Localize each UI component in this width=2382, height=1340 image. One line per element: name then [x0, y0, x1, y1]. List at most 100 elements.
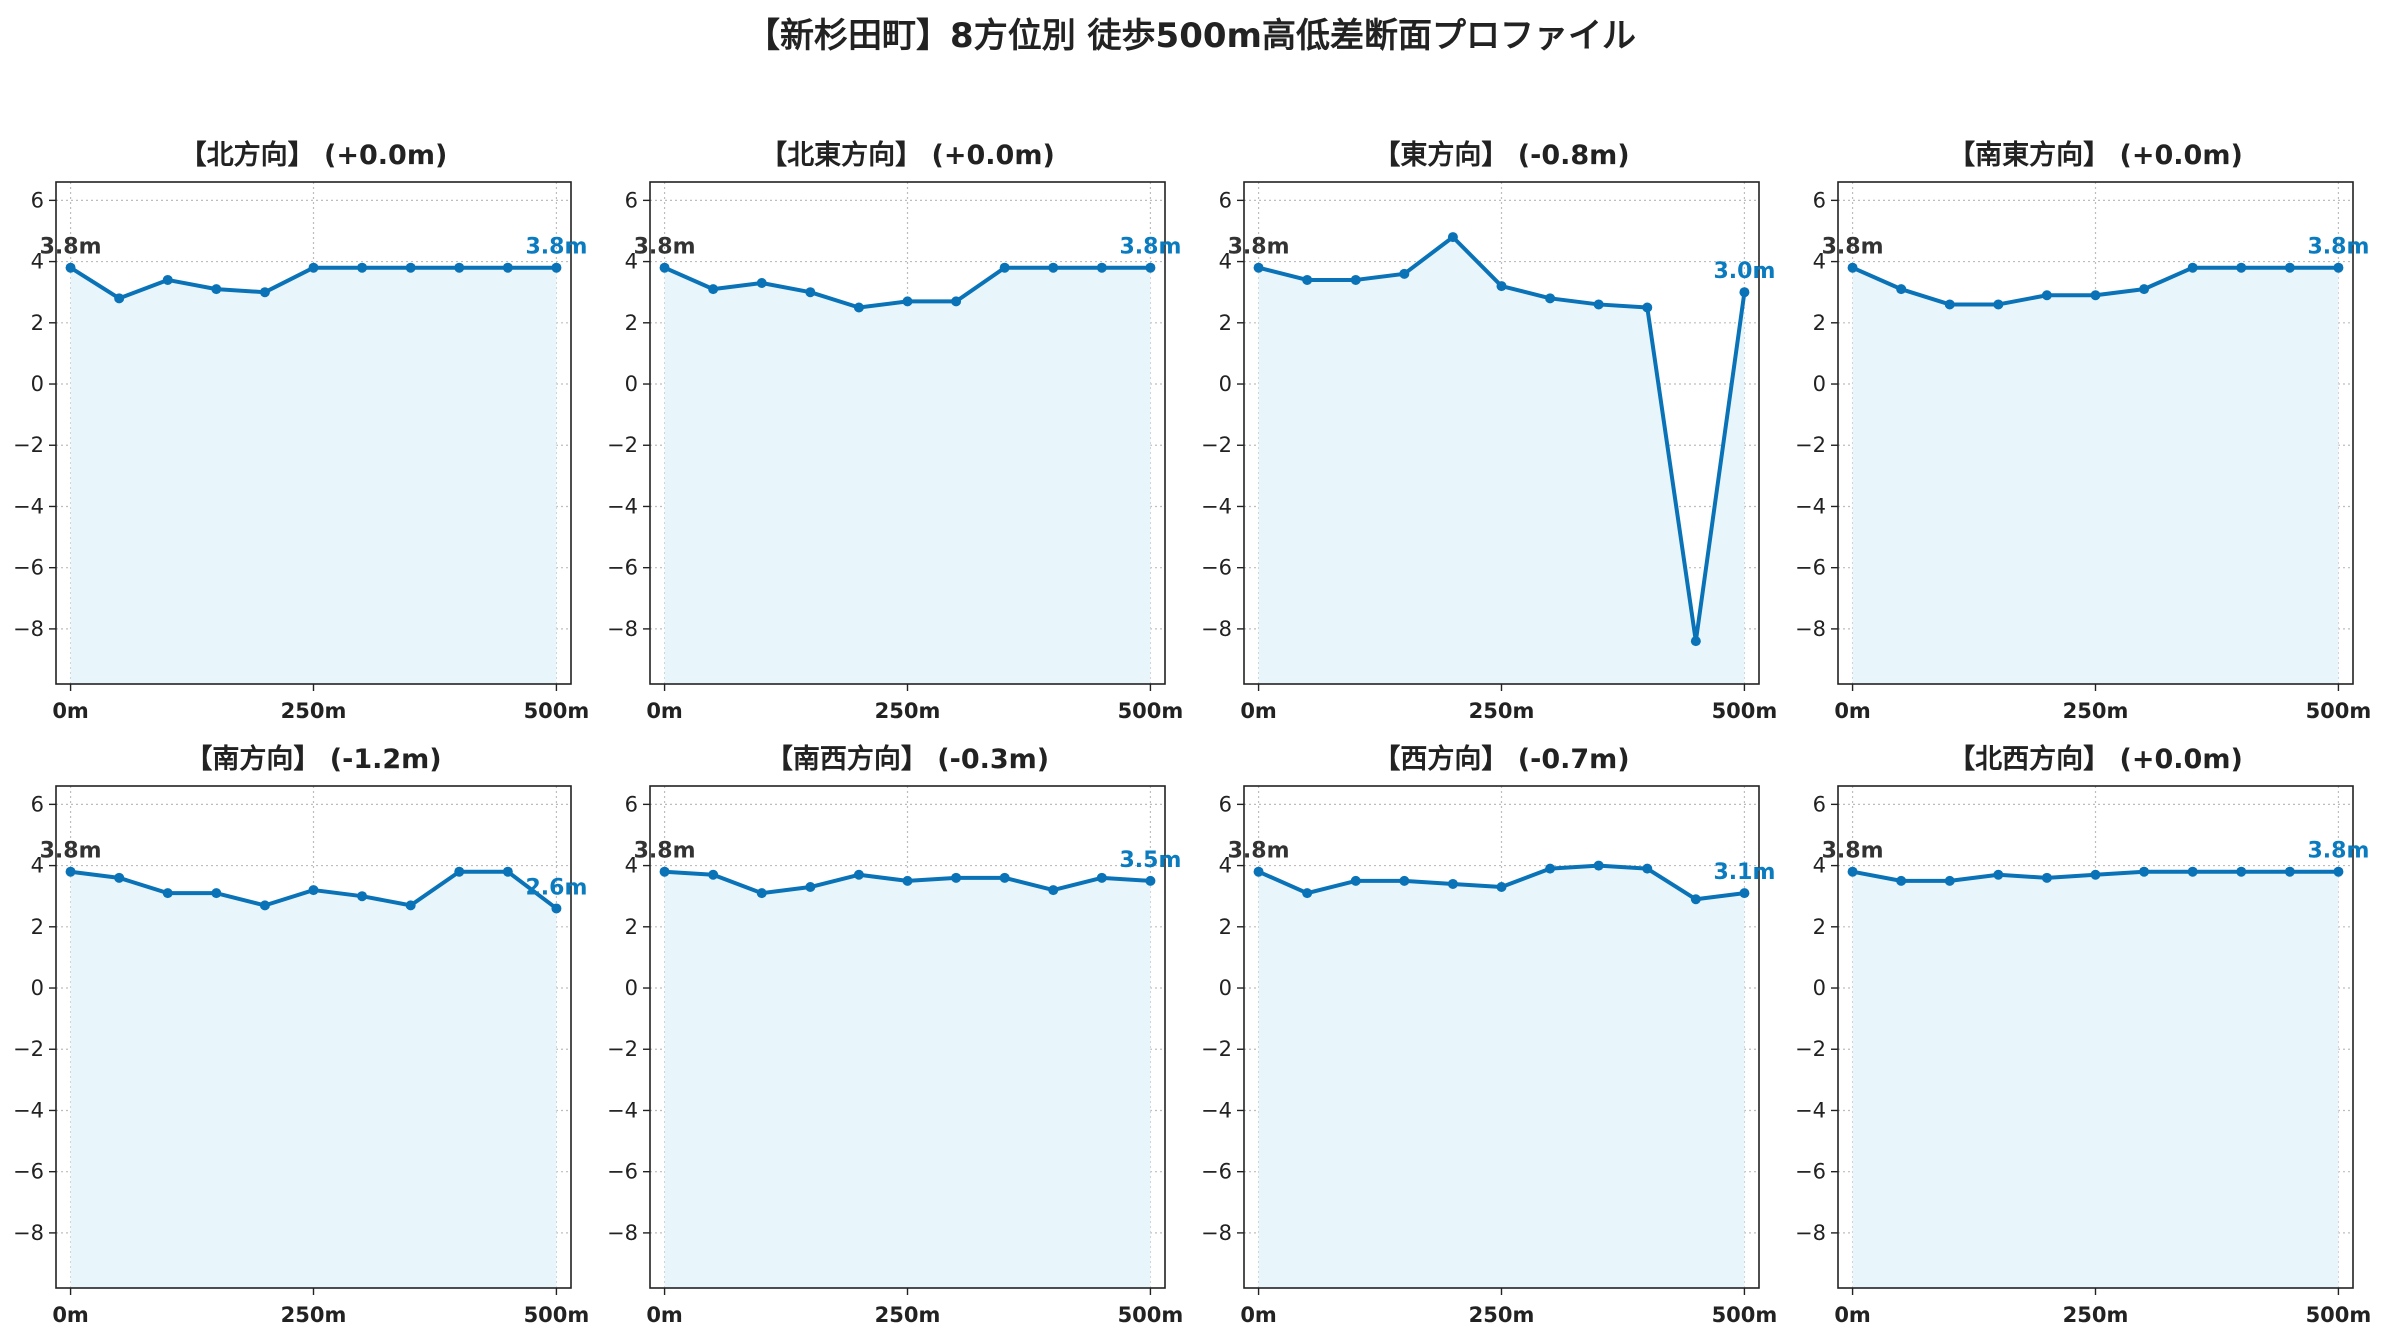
y-tick-label: −8 — [13, 1221, 44, 1245]
data-point — [2333, 262, 2344, 273]
elevation-area — [70, 871, 557, 1288]
data-point — [708, 869, 719, 880]
data-point — [756, 278, 767, 289]
y-tick-label: −2 — [13, 433, 44, 457]
x-tick-label: 250m — [1469, 1303, 1535, 1327]
x-tick-label: 0m — [1240, 1303, 1277, 1327]
data-point — [1096, 872, 1107, 883]
data-point — [1350, 274, 1361, 285]
data-point — [1447, 878, 1458, 889]
y-tick-label: −4 — [1201, 1098, 1232, 1122]
data-point — [502, 866, 513, 877]
y-tick-label: −4 — [13, 1098, 44, 1122]
data-point — [2236, 262, 2247, 273]
y-tick-label: −8 — [1795, 617, 1826, 641]
y-tick-label: −2 — [1795, 1037, 1826, 1061]
x-tick-label: 500m — [524, 1303, 590, 1327]
y-tick-label: −4 — [1795, 1098, 1826, 1122]
data-point — [756, 888, 767, 899]
data-point — [1896, 875, 1907, 886]
data-point — [853, 302, 864, 313]
x-tick-label: 0m — [646, 1303, 683, 1327]
panel-title: 【北西方向】 (+0.0m) — [1948, 743, 2243, 775]
y-tick-label: −4 — [1201, 494, 1232, 518]
y-tick-label: −8 — [607, 1221, 638, 1245]
data-point — [951, 296, 962, 307]
data-point — [2284, 262, 2295, 273]
y-tick-label: 4 — [625, 854, 638, 878]
y-tick-label: −8 — [13, 617, 44, 641]
x-tick-label: 500m — [1712, 699, 1778, 723]
data-point — [805, 882, 816, 893]
elevation-area — [664, 267, 1151, 684]
x-tick-label: 250m — [281, 699, 347, 723]
data-point — [1302, 274, 1313, 285]
panel-4: 【南方向】 (-1.2m) 6 4 2 0 −2 −4 −6 −8 0m 250m 500m 3.8m 2… — [13, 743, 589, 1327]
x-tick-label: 0m — [52, 1303, 89, 1327]
data-point — [211, 888, 222, 899]
data-point — [1642, 302, 1653, 313]
y-tick-label: −8 — [607, 617, 638, 641]
panel-title: 【西方向】 (-0.7m) — [1373, 743, 1629, 775]
data-point — [2090, 290, 2101, 301]
start-elevation-label: 3.8m — [40, 235, 102, 260]
y-tick-label: 6 — [625, 792, 638, 816]
y-tick-label: −6 — [1795, 1160, 1826, 1184]
elevation-area — [70, 267, 557, 684]
data-point — [1593, 860, 1604, 871]
y-tick-label: −6 — [1201, 1160, 1232, 1184]
x-tick-label: 0m — [646, 699, 683, 723]
data-point — [1496, 882, 1507, 893]
end-elevation-label: 3.1m — [1713, 860, 1775, 885]
y-tick-label: 0 — [1813, 372, 1826, 396]
y-tick-label: 4 — [31, 854, 44, 878]
data-point — [357, 891, 368, 902]
data-point — [65, 866, 76, 877]
data-point — [551, 903, 562, 914]
x-tick-label: 500m — [1712, 1303, 1778, 1327]
x-tick-label: 0m — [1834, 699, 1871, 723]
x-tick-label: 0m — [1240, 699, 1277, 723]
y-tick-label: 4 — [1219, 854, 1232, 878]
y-tick-label: 4 — [1813, 250, 1826, 274]
data-point — [1048, 262, 1059, 273]
x-tick-label: 250m — [875, 1303, 941, 1327]
y-tick-label: −4 — [13, 494, 44, 518]
elevation-area — [1258, 237, 1745, 684]
data-point — [708, 284, 719, 295]
elevation-area — [1852, 871, 2339, 1288]
data-point — [65, 262, 76, 273]
data-point — [357, 262, 368, 273]
y-tick-label: −6 — [607, 1160, 638, 1184]
data-point — [2333, 866, 2344, 877]
x-tick-label: 500m — [1118, 699, 1184, 723]
y-tick-label: −2 — [1201, 1037, 1232, 1061]
data-point — [1739, 287, 1750, 298]
data-point — [2236, 866, 2247, 877]
y-tick-label: −6 — [13, 556, 44, 580]
data-point — [1399, 268, 1410, 279]
data-point — [454, 262, 465, 273]
data-point — [259, 900, 270, 911]
data-point — [1690, 894, 1701, 905]
data-point — [951, 872, 962, 883]
data-point — [114, 293, 125, 304]
y-tick-label: 2 — [625, 915, 638, 939]
x-tick-label: 250m — [2063, 699, 2129, 723]
y-tick-label: 6 — [1813, 792, 1826, 816]
end-elevation-label: 3.0m — [1713, 259, 1775, 284]
end-elevation-label: 3.8m — [2307, 839, 2369, 864]
start-elevation-label: 3.8m — [1228, 839, 1290, 864]
y-tick-label: −8 — [1201, 1221, 1232, 1245]
data-point — [308, 262, 319, 273]
y-tick-label: −6 — [1795, 556, 1826, 580]
data-point — [211, 284, 222, 295]
y-tick-label: −2 — [607, 433, 638, 457]
data-point — [454, 866, 465, 877]
y-tick-label: 6 — [625, 188, 638, 212]
data-point — [1253, 262, 1264, 273]
y-tick-label: −6 — [607, 556, 638, 580]
panel-3: 【南東方向】 (+0.0m) 6 4 2 0 −2 −4 −6 −8 0m 250m 500m 3.8m… — [1795, 139, 2371, 723]
data-point — [853, 869, 864, 880]
